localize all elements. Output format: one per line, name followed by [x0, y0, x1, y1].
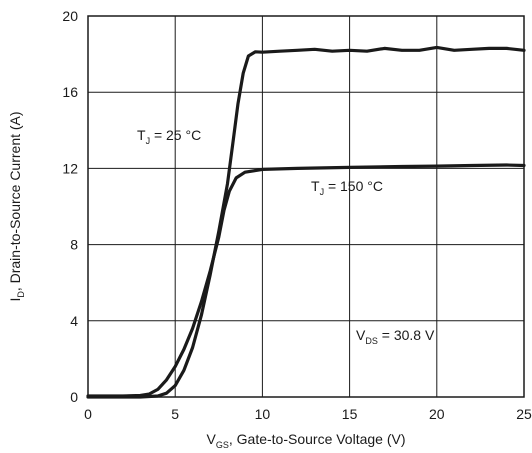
- gridlines: [87, 15, 525, 398]
- annotation-tj-25c: TJ = 25 °C: [137, 127, 201, 146]
- y-tick-label: 8: [70, 237, 78, 253]
- annotation-tj-150c: TJ = 150 °C: [311, 178, 383, 197]
- y-tick-label: 0: [70, 389, 78, 405]
- x-tick-label: 0: [84, 406, 92, 422]
- x-tick-label: 15: [342, 406, 358, 422]
- y-tick-labels: 0 4 8 12 16 20: [62, 8, 78, 405]
- y-axis-title: ID, Drain-to-Source Current (A): [7, 111, 26, 301]
- x-tick-label: 10: [255, 406, 271, 422]
- x-tick-label: 25: [516, 406, 532, 422]
- y-tick-label: 16: [62, 84, 78, 100]
- plot-frame: [87, 15, 525, 398]
- x-tick-labels: 0 5 10 15 20 25: [84, 406, 532, 422]
- y-tick-label: 4: [70, 313, 78, 329]
- x-tick-label: 20: [429, 406, 445, 422]
- series-line-1: [86, 45, 526, 399]
- x-axis-title: VGS, Gate-to-Source Voltage (V): [207, 431, 406, 450]
- annotation-vds: VDS = 30.8 V: [356, 327, 435, 346]
- series-line-0: [86, 163, 526, 398]
- x-tick-label: 5: [171, 406, 179, 422]
- series-group: [86, 45, 526, 399]
- y-tick-label: 20: [62, 8, 78, 24]
- y-tick-label: 12: [62, 160, 78, 176]
